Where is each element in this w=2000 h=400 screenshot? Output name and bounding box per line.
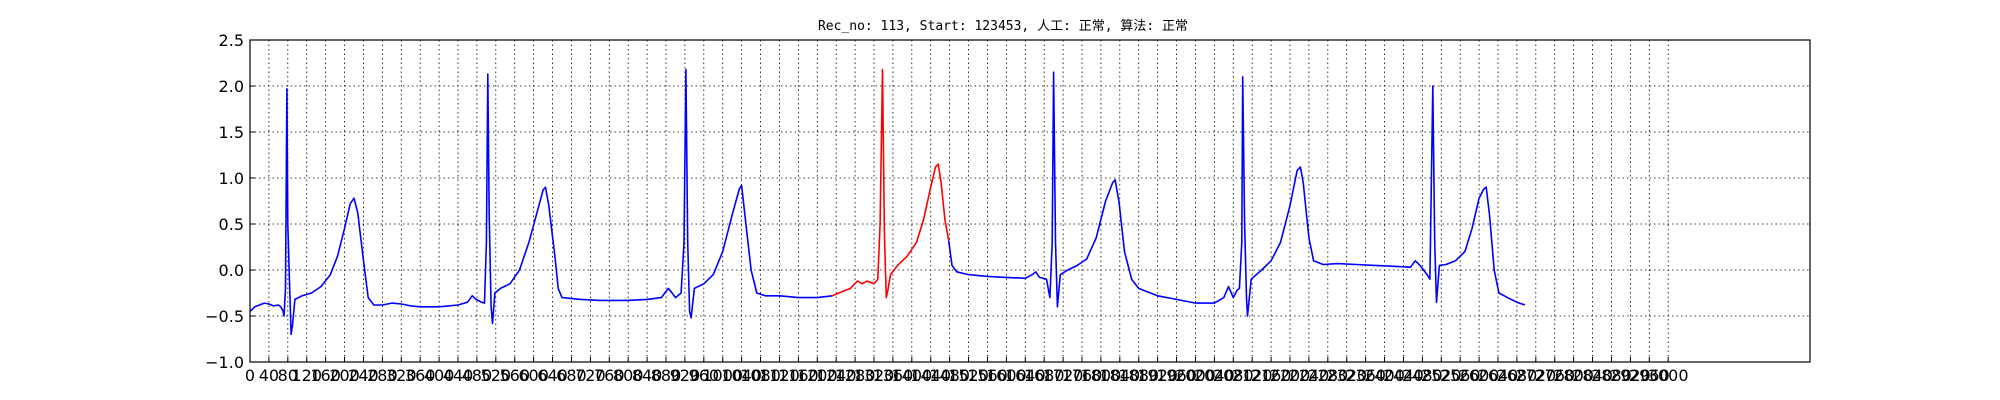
x-tick-label: 400 xyxy=(424,366,455,385)
y-tick-label: 0.0 xyxy=(219,261,244,280)
x-tick-label: 2360 xyxy=(1345,366,1386,385)
x-tick-label: 1200 xyxy=(797,366,838,385)
x-tick-label: 1320 xyxy=(854,366,895,385)
x-tick-label: 2320 xyxy=(1326,366,1367,385)
x-tick-label: 2040 xyxy=(1194,366,1235,385)
x-tick-label: 2240 xyxy=(1289,366,1330,385)
x-tick-label: 680 xyxy=(556,366,587,385)
x-tick-label: 2080 xyxy=(1213,366,1254,385)
x-tick-label: 2400 xyxy=(1364,366,1405,385)
grid-lines xyxy=(249,39,1810,363)
x-tick-label: 2120 xyxy=(1232,366,1273,385)
x-tick-label: 2480 xyxy=(1402,366,1443,385)
series-line-2 xyxy=(947,71,1526,317)
plot-frame xyxy=(249,39,1811,363)
x-tick-label: 600 xyxy=(518,366,549,385)
x-tick-label: 2960 xyxy=(1629,366,1670,385)
x-tick-label: 1480 xyxy=(929,366,970,385)
x-tick-label: 320 xyxy=(386,366,417,385)
x-tick-label: 1000 xyxy=(702,366,743,385)
x-tick-label: 1600 xyxy=(986,366,1027,385)
x-tick-label: 0 xyxy=(245,366,255,385)
x-tick-label: 1440 xyxy=(910,366,951,385)
x-tick-label: 1840 xyxy=(1099,366,1140,385)
x-tick-label: 120 xyxy=(291,366,322,385)
x-tick-label: 560 xyxy=(499,366,530,385)
x-tick-label: 1040 xyxy=(721,366,762,385)
x-tick-label: 2160 xyxy=(1251,366,1292,385)
x-tick-label: 1640 xyxy=(1005,366,1046,385)
x-tick-label: 2760 xyxy=(1534,366,1575,385)
x-tick-label: 1760 xyxy=(1062,366,1103,385)
x-tick-label: 2520 xyxy=(1421,366,1462,385)
y-tick-label: 2.0 xyxy=(219,77,244,96)
x-tick-label: 2920 xyxy=(1610,366,1651,385)
x-tick-label: 1080 xyxy=(740,366,781,385)
chart-title: Rec_no: 113, Start: 123453, 人工: 正常, 算法: … xyxy=(818,19,1188,34)
x-tick-label: 1120 xyxy=(759,366,800,385)
x-tick-label: 2440 xyxy=(1383,366,1424,385)
x-tick-label: 2000 xyxy=(1175,366,1216,385)
x-tick-label: 960 xyxy=(689,366,720,385)
series-line-1 xyxy=(832,68,950,299)
y-tick-label: 1.5 xyxy=(219,123,244,142)
x-tick-label: 1520 xyxy=(948,366,989,385)
x-tick-label: 880 xyxy=(651,366,682,385)
x-tick-label: 80 xyxy=(278,366,298,385)
x-tick-label: 280 xyxy=(367,366,398,385)
x-tick-label: 920 xyxy=(670,366,701,385)
x-tick-label: 840 xyxy=(632,366,663,385)
x-tick-label: 2720 xyxy=(1515,366,1556,385)
y-tick-label: 2.5 xyxy=(219,31,244,50)
x-tick-label: 1960 xyxy=(1156,366,1197,385)
x-tick-label: 480 xyxy=(462,366,493,385)
x-tick-label: 1920 xyxy=(1137,366,1178,385)
x-tick-label: 520 xyxy=(481,366,512,385)
y-tick-label: −0.5 xyxy=(205,307,244,326)
x-tick-label: 2200 xyxy=(1270,366,1311,385)
x-tick-label: 760 xyxy=(594,366,625,385)
y-tick-label: 0.5 xyxy=(219,215,244,234)
x-tick-label: 2560 xyxy=(1440,366,1481,385)
x-tick-label: 200 xyxy=(329,366,360,385)
x-tick-label: 1680 xyxy=(1024,366,1065,385)
x-tick-label: 2280 xyxy=(1307,366,1348,385)
y-axis: −1.0 −0.5 0.0 0.5 1.0 1.5 2.0 2.5 xyxy=(205,31,255,372)
x-tick-label: 1800 xyxy=(1081,366,1122,385)
x-tick-label: 800 xyxy=(613,366,644,385)
x-tick-label: 2800 xyxy=(1553,366,1594,385)
x-tick-label: 1400 xyxy=(891,366,932,385)
x-tick-label: 1280 xyxy=(835,366,876,385)
x-tick-label: 240 xyxy=(348,366,379,385)
y-tick-label: 1.0 xyxy=(219,169,244,188)
x-tick-label: 1880 xyxy=(1118,366,1159,385)
x-tick-label: 2840 xyxy=(1572,366,1613,385)
x-tick-label: 40 xyxy=(259,366,279,385)
x-tick-label: 1720 xyxy=(1043,366,1084,385)
x-tick-label: 1160 xyxy=(778,366,819,385)
x-tick-label: 440 xyxy=(443,366,474,385)
signal-series xyxy=(249,68,1526,336)
x-tick-label: 160 xyxy=(310,366,341,385)
x-tick-label: 640 xyxy=(537,366,568,385)
x-axis: 0 408012016020024028032036040044048052056… xyxy=(245,357,1689,385)
x-tick-label: 1240 xyxy=(816,366,857,385)
x-tick-label: 3000 xyxy=(1648,366,1689,385)
y-tick-label: −1.0 xyxy=(205,353,244,372)
series-line-0 xyxy=(249,68,833,336)
x-tick-label: 2680 xyxy=(1497,366,1538,385)
x-tick-label: 2600 xyxy=(1459,366,1500,385)
x-tick-label: 2880 xyxy=(1591,366,1632,385)
x-tick-label: 2640 xyxy=(1478,366,1519,385)
x-tick-label: 1560 xyxy=(967,366,1008,385)
x-tick-label: 1360 xyxy=(873,366,914,385)
x-tick-label: 720 xyxy=(575,366,606,385)
x-tick-label: 360 xyxy=(405,366,436,385)
